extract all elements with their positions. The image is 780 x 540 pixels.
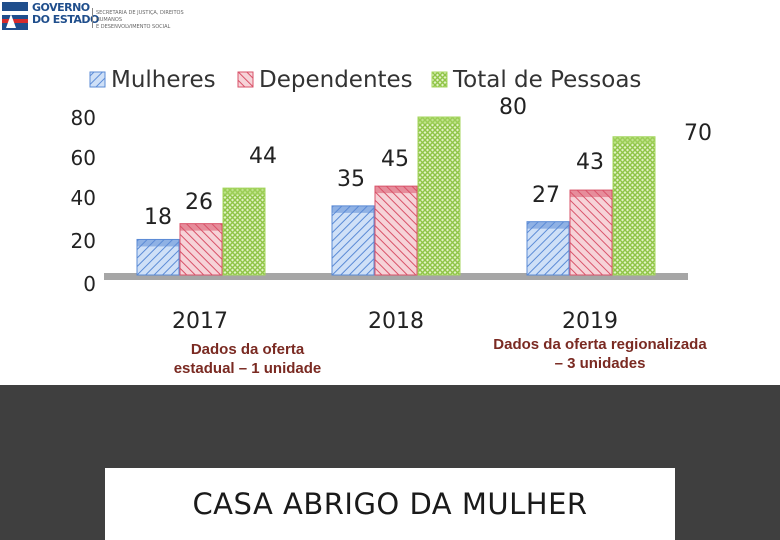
bar-dependentes [179,223,223,276]
bar-top-face [332,205,374,213]
y-tick-label: 60 [71,146,96,170]
x-category-label: 2019 [562,309,618,334]
note-regional-offer: Dados da oferta regionalizada – 3 unidad… [455,335,745,373]
legend-swatch [89,71,106,88]
y-tick-label: 0 [83,272,96,296]
bar-total-de-pessoas [417,116,461,276]
note-state-offer: Dados da oferta estadual – 1 unidade [150,340,345,378]
y-axis: 0 20 40 60 80 [71,106,688,296]
legend-swatch [237,71,254,88]
logo-sub-line2: E DESENVOLVIMENTO SOCIAL [96,24,171,30]
note-left-line2: estadual – 1 unidade [173,360,322,377]
data-label: 44 [249,144,277,169]
note-right-line2: – 3 unidades [554,355,646,372]
bar-total-de-pessoas [612,136,656,276]
bar-top-face [527,221,569,229]
data-label: 70 [684,121,712,146]
logo-sub-line1: SECRETARIA DE JUSTIÇA, DIREITOS HUMANOS [96,10,184,23]
bar-top-face [570,190,612,198]
x-category-label: 2017 [172,309,228,334]
bars [136,116,656,276]
bar-top-face [613,136,655,144]
legend-label: Dependentes [259,67,413,93]
legend-label: Total de Pessoas [452,67,641,93]
government-logo: GOVERNO DO ESTADO SECRETARIA DE JUSTIÇA,… [2,2,202,32]
chart-floor [104,273,688,280]
bar-mulheres [526,221,570,276]
y-tick-label: 80 [71,106,96,130]
bar-top-face [223,188,265,196]
slide-title: CASA ABRIGO DA MULHER [192,487,588,521]
slide-title-box: CASA ABRIGO DA MULHER [105,468,675,540]
logo-wordmark: GOVERNO DO ESTADO [32,2,99,26]
logo-subtitle: SECRETARIA DE JUSTIÇA, DIREITOS HUMANOS … [96,10,206,31]
bar-dependentes [374,185,418,276]
logo-line1: GOVERNO [32,1,90,14]
bar-total-de-pessoas [222,187,266,276]
bar-top-face [375,186,417,194]
bar-top-face [137,239,179,247]
bar-top-face [418,117,460,124]
bar-chart: Mulheres Dependentes Total de Pessoas 0 20 4… [71,67,712,334]
data-label: 45 [381,147,409,172]
data-label: 43 [576,150,604,175]
data-label: 80 [499,95,527,120]
bar-dependentes [569,189,613,276]
data-label: 35 [337,167,365,192]
y-tick-label: 40 [71,186,96,210]
data-label: 27 [532,183,560,208]
legend-swatch [431,71,448,88]
data-labels: 18 26 44 2017 35 45 80 2018 27 43 70 2019 [144,95,712,334]
legend-label: Mulheres [111,67,216,93]
bar-mulheres [331,205,375,276]
note-right-line1: Dados da oferta regionalizada [493,336,707,353]
logo-line2: DO ESTADO [32,13,99,26]
data-label: 18 [144,205,172,230]
data-label: 26 [185,190,213,215]
x-category-label: 2018 [368,309,424,334]
note-left-line1: Dados da oferta [190,341,305,358]
bar-top-face [180,223,222,231]
flag-emblem-icon [2,2,28,30]
y-tick-label: 20 [71,229,96,253]
legend: Mulheres Dependentes Total de Pessoas [89,67,641,93]
logo-divider [92,8,93,28]
